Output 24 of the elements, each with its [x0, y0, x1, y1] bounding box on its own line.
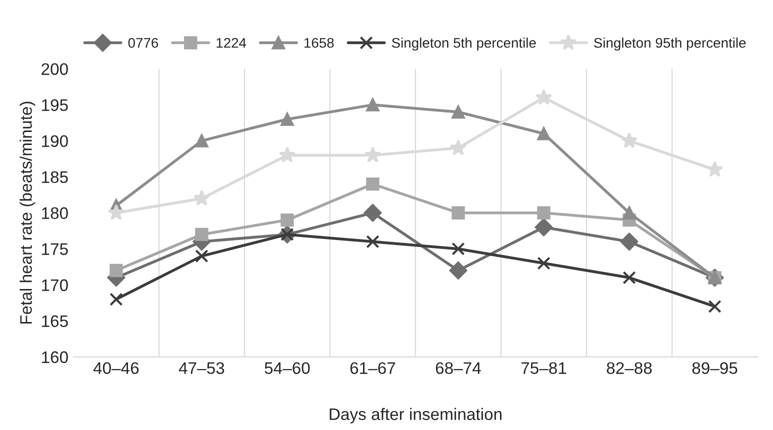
x-tick-label: 82–88	[606, 362, 652, 374]
y-tick-label: 160	[42, 351, 68, 364]
legend-label: Singleton 95th percentile	[594, 38, 746, 51]
y-tick-label: 165	[42, 315, 68, 328]
x-tick-label: 61–67	[350, 362, 396, 374]
y-tick-label: 185	[42, 171, 68, 184]
x-tick-label: 47–53	[178, 362, 224, 374]
y-tick-label: 170	[42, 279, 68, 292]
x-axis-title: Days after insemination	[330, 408, 502, 424]
y-tick-label: 195	[42, 99, 68, 112]
x-tick-label: 68–74	[436, 362, 481, 374]
y-tick-label: 180	[42, 207, 68, 220]
y-tick-label: 175	[42, 243, 68, 256]
x-tick-label: 75–81	[521, 362, 566, 374]
x-tick-label: 54–60	[264, 362, 310, 374]
y-axis-title: Fetal heart rate (beats/minute)	[20, 102, 36, 324]
y-tick-label: 200	[42, 63, 68, 76]
legend-label: 0776	[128, 38, 158, 48]
x-tick-label: 89–95	[692, 362, 738, 374]
x-tick-label: 40–46	[93, 362, 139, 374]
legend-label: 1658	[304, 38, 334, 48]
y-tick-label: 190	[42, 135, 68, 148]
legend-label: 1224	[216, 38, 246, 48]
legend-label: Singleton 5th percentile	[392, 38, 536, 51]
